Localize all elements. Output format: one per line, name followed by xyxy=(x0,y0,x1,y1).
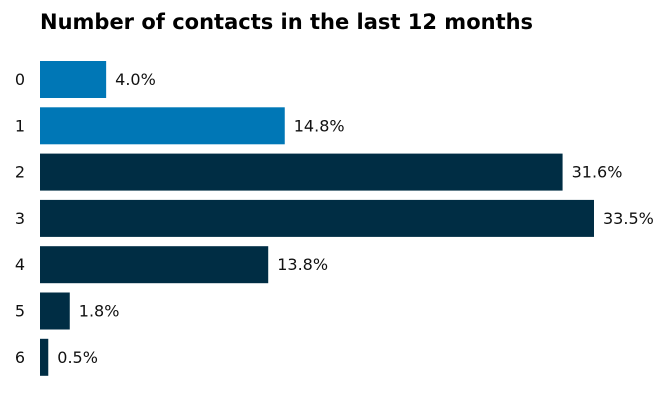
y-tick-label: 1 xyxy=(15,116,25,135)
bar-5 xyxy=(40,292,70,330)
bar-2 xyxy=(40,153,563,191)
y-tick-label: 4 xyxy=(15,255,25,274)
chart-title: Number of contacts in the last 12 months xyxy=(40,10,534,34)
bar-value-label: 13.8% xyxy=(277,255,328,274)
bar-1 xyxy=(40,107,285,145)
bar-value-label: 4.0% xyxy=(115,70,156,89)
bar-4 xyxy=(40,246,269,284)
bar-value-label: 33.5% xyxy=(603,209,654,228)
bar-value-label: 0.5% xyxy=(57,348,98,367)
bar-0 xyxy=(40,61,107,98)
y-tick-label: 0 xyxy=(15,70,25,89)
bar-6 xyxy=(40,338,49,376)
y-tick-label: 2 xyxy=(15,163,25,182)
bar-value-label: 1.8% xyxy=(79,302,120,321)
y-tick-label: 5 xyxy=(15,302,25,321)
bar-3 xyxy=(40,199,594,237)
y-tick-label: 3 xyxy=(15,209,25,228)
y-tick-label: 6 xyxy=(15,348,25,367)
bar-value-label: 31.6% xyxy=(572,163,623,182)
bar-value-label: 14.8% xyxy=(294,116,345,135)
